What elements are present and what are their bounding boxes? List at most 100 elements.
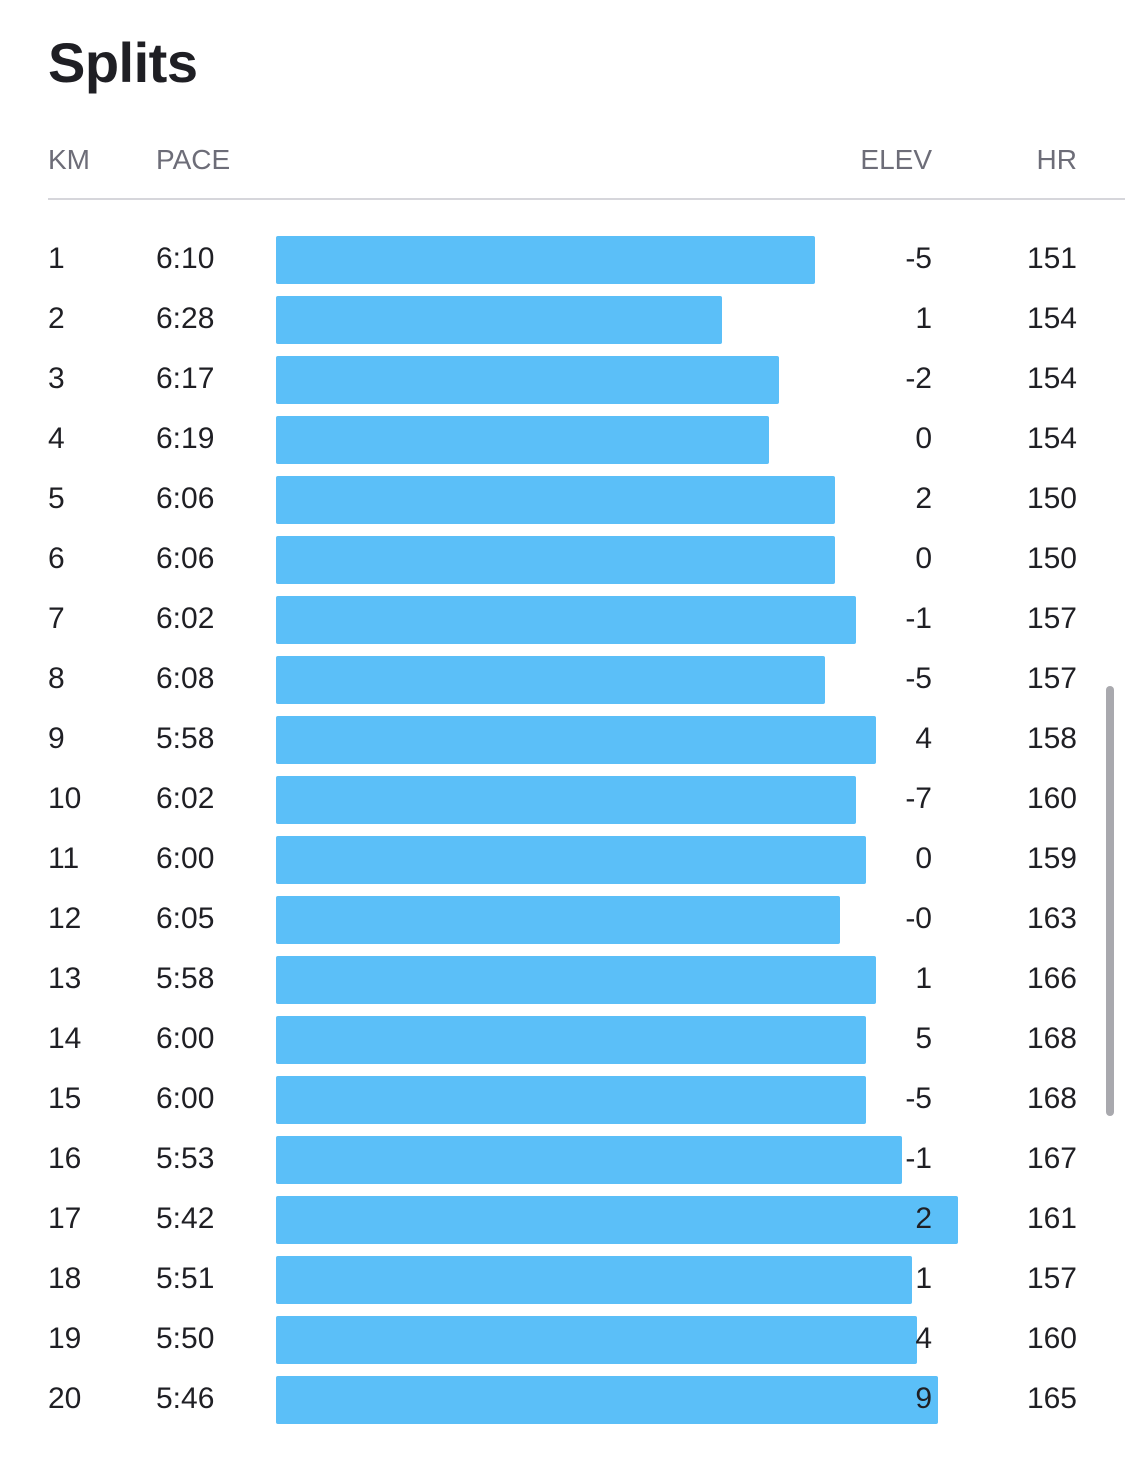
split-pace: 6:06: [156, 542, 215, 575]
split-pace: 6:08: [156, 662, 215, 695]
split-elev: -5: [905, 242, 932, 275]
split-km: 12: [48, 902, 82, 935]
column-header-elev: ELEV: [860, 144, 932, 175]
split-pace: 6:17: [156, 362, 215, 395]
split-hr: 154: [1026, 362, 1077, 395]
split-hr: 165: [1026, 1382, 1077, 1415]
pace-bar: [276, 1376, 938, 1424]
split-km: 15: [48, 1082, 82, 1115]
pace-bar: [276, 236, 815, 284]
split-row: 3 6:17 -2 154: [0, 350, 1125, 410]
split-elev: -5: [905, 662, 932, 695]
split-hr: 159: [1026, 842, 1077, 875]
split-km: 4: [48, 422, 65, 455]
pace-bar: [276, 896, 841, 944]
pace-bar: [276, 416, 769, 464]
split-row: 14 6:00 5 168: [0, 1010, 1125, 1070]
split-pace: 5:51: [156, 1262, 215, 1295]
split-hr: 158: [1026, 722, 1077, 755]
page-title: Splits: [48, 31, 198, 94]
split-pace: 5:46: [156, 1382, 215, 1415]
split-hr: 157: [1026, 662, 1077, 695]
split-elev: 0: [915, 842, 932, 875]
pace-bar: [276, 1316, 918, 1364]
split-km: 17: [48, 1202, 82, 1235]
split-pace: 5:50: [156, 1322, 215, 1355]
split-pace: 6:00: [156, 1022, 215, 1055]
split-elev: 0: [915, 542, 932, 575]
split-km: 9: [48, 722, 65, 755]
split-elev: 4: [915, 722, 932, 755]
split-km: 6: [48, 542, 65, 575]
split-km: 5: [48, 482, 65, 515]
split-hr: 167: [1026, 1142, 1077, 1175]
split-hr: 151: [1026, 242, 1077, 275]
split-pace: 6:00: [156, 842, 215, 875]
pace-bar: [276, 1256, 913, 1304]
split-row: 4 6:19 0 154: [0, 410, 1125, 470]
split-hr: 150: [1026, 542, 1077, 575]
split-hr: 161: [1026, 1202, 1077, 1235]
scrollbar[interactable]: [1106, 686, 1114, 1116]
split-elev: 0: [915, 422, 932, 455]
split-row: 2 6:28 1 154: [0, 290, 1125, 350]
split-row: 18 5:51 1 157: [0, 1250, 1125, 1310]
split-row: 11 6:00 0 159: [0, 830, 1125, 890]
split-elev: -5: [905, 1082, 932, 1115]
split-pace: 6:05: [156, 902, 215, 935]
pace-bar: [276, 476, 836, 524]
column-header-pace: PACE: [156, 144, 231, 175]
split-row: 7 6:02 -1 157: [0, 590, 1125, 650]
pace-bar: [276, 956, 877, 1004]
split-elev: -7: [905, 782, 932, 815]
split-elev: 9: [915, 1382, 932, 1415]
split-elev: 1: [915, 302, 932, 335]
split-pace: 6:02: [156, 602, 215, 635]
split-row: 6 6:06 0 150: [0, 530, 1125, 590]
split-km: 18: [48, 1262, 82, 1295]
split-row: 15 6:00 -5 168: [0, 1070, 1125, 1130]
column-header-hr: HR: [1036, 144, 1077, 175]
splits-table-header: KM PACE ELEV HR: [0, 140, 1125, 184]
split-hr: 163: [1026, 902, 1077, 935]
split-hr: 154: [1026, 422, 1077, 455]
split-elev: 4: [915, 1322, 932, 1355]
split-elev: 1: [915, 1262, 932, 1295]
split-km: 11: [48, 842, 80, 875]
pace-bar: [276, 656, 825, 704]
split-km: 16: [48, 1142, 82, 1175]
split-row: 20 5:46 9 165: [0, 1370, 1125, 1430]
split-hr: 157: [1026, 1262, 1077, 1295]
split-hr: 168: [1026, 1082, 1077, 1115]
splits-list[interactable]: 1 6:10 -5 151 2 6:28 1 154 3 6:17 -2 154 4 6:19 0 154 5 6…: [0, 230, 1125, 1430]
split-hr: 160: [1026, 782, 1077, 815]
split-km: 13: [48, 962, 82, 995]
split-km: 3: [48, 362, 65, 395]
split-hr: 168: [1026, 1022, 1077, 1055]
pace-bar: [276, 1196, 959, 1244]
split-pace: 5:58: [156, 962, 215, 995]
split-elev: -2: [905, 362, 932, 395]
split-elev: -1: [905, 602, 932, 635]
split-pace: 5:53: [156, 1142, 215, 1175]
split-elev: 2: [915, 1202, 932, 1235]
split-pace: 6:00: [156, 1082, 215, 1115]
split-pace: 6:02: [156, 782, 215, 815]
split-pace: 5:42: [156, 1202, 215, 1235]
split-pace: 6:19: [156, 422, 215, 455]
split-row: 10 6:02 -7 160: [0, 770, 1125, 830]
split-row: 5 6:06 2 150: [0, 470, 1125, 530]
pace-bar: [276, 1076, 866, 1124]
split-row: 17 5:42 2 161: [0, 1190, 1125, 1250]
pace-bar: [276, 716, 877, 764]
split-pace: 6:10: [156, 242, 215, 275]
split-km: 14: [48, 1022, 82, 1055]
pace-bar: [276, 296, 723, 344]
split-km: 19: [48, 1322, 82, 1355]
pace-bar: [276, 1016, 866, 1064]
header-divider: [48, 198, 1125, 200]
split-hr: 166: [1026, 962, 1077, 995]
split-row: 19 5:50 4 160: [0, 1310, 1125, 1370]
split-elev: -0: [905, 902, 932, 935]
pace-bar: [276, 836, 866, 884]
